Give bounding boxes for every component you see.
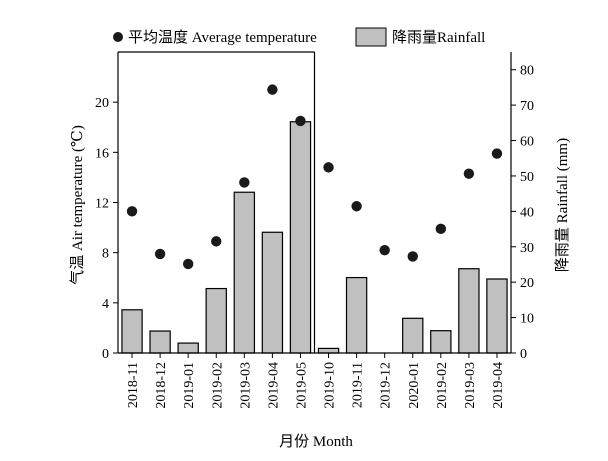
legend-swatch-rainfall: [355, 27, 387, 47]
y2-tick-label: 30: [520, 241, 534, 256]
x-axis-label: 月份 Month: [279, 433, 353, 450]
rainfall-bar: [458, 268, 480, 354]
rainfall-bar: [317, 347, 340, 354]
y2-tick-label: 40: [520, 205, 534, 220]
x-tick-label: 2019-05: [294, 362, 309, 409]
temperature-point: [295, 115, 306, 127]
x-tick-label: 2019-12: [379, 362, 394, 409]
temperature-point: [407, 251, 418, 262]
temperature-point: [126, 206, 138, 217]
rainfall-bars: [121, 121, 508, 354]
y2-tick-label: 50: [520, 170, 534, 185]
x-tick-label: 2019-01: [182, 362, 197, 409]
y-tick-label: 20: [95, 96, 109, 111]
x-tick-label: 2019-10: [323, 362, 338, 409]
y-axis-label: 气温 Air temperature (℃): [69, 125, 86, 285]
rainfall-bar: [486, 278, 508, 354]
temperature-point: [379, 244, 390, 256]
y2-tick-label: 70: [520, 99, 534, 114]
rainfall-bar: [177, 342, 199, 354]
y2-tick-label: 80: [520, 64, 534, 79]
temperature-point: [239, 177, 250, 188]
temperature-point: [211, 236, 222, 247]
x-tick-label: 2018-12: [154, 362, 169, 409]
rainfall-bar: [402, 317, 424, 354]
x-tick-label: 2019-02: [435, 362, 450, 409]
x-tick-label: 2019-02: [210, 362, 225, 409]
rainfall-bar: [345, 276, 368, 354]
rainfall-bar: [121, 309, 143, 354]
temperature-markers: [126, 84, 503, 270]
temperature-point: [154, 248, 166, 260]
legend: 平均温度 Average temperature 降雨量Rainfall: [113, 27, 485, 47]
rainfall-bar: [261, 231, 284, 354]
y-tick-label: 4: [102, 297, 109, 312]
rainfall-bar: [149, 330, 171, 354]
y2-tick-label: 10: [520, 312, 534, 327]
x-tick-label: 2020-01: [407, 362, 422, 409]
legend-marker-temperature: [113, 32, 123, 42]
y-tick-label: 12: [95, 197, 109, 212]
rainfall-bar: [205, 287, 227, 354]
x-tick-label: 2019-04: [491, 362, 506, 409]
legend-label-rainfall: 降雨量Rainfall: [392, 29, 485, 46]
temperature-point: [491, 148, 503, 159]
rainfall-bar: [430, 330, 452, 354]
y2-tick-label: 20: [520, 276, 534, 291]
rainfall-bar: [233, 191, 256, 354]
temperature-point: [351, 201, 362, 212]
temperature-point: [182, 258, 194, 270]
temperature-point: [267, 84, 278, 95]
y2-axis-label: 降雨量 Rainfall (mm): [554, 138, 571, 272]
x-tick-label: 2019-04: [266, 362, 281, 409]
tick-labels: 0 4 8 12 16 20 0 10 20 30 40 50 60 70 80 2018-11 2018-12…: [95, 64, 534, 409]
legend-label-temperature: 平均温度 Average temperature: [128, 29, 317, 46]
y-tick-label: 8: [102, 247, 109, 262]
y-tick-label: 0: [102, 347, 109, 362]
x-tick-label: 2019-11: [351, 362, 366, 408]
y2-tick-label: 0: [520, 347, 527, 362]
x-tick-label: 2018-11: [126, 362, 141, 408]
x-tick-label: 2019-03: [463, 362, 478, 409]
y2-tick-label: 60: [520, 135, 534, 150]
rainfall-bar: [289, 121, 312, 354]
x-tick-label: 2019-03: [238, 362, 253, 409]
temperature-point: [463, 168, 475, 179]
temperature-point: [323, 162, 334, 173]
y-tick-label: 16: [95, 146, 109, 161]
temperature-point: [435, 223, 447, 235]
axes: [113, 51, 516, 358]
